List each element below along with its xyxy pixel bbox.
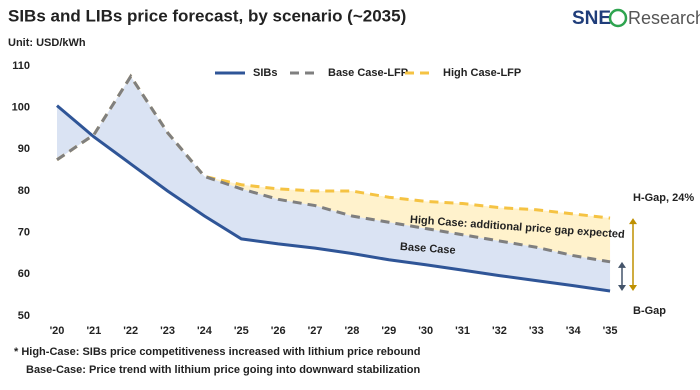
arrow-head [618,285,626,291]
logo-brand: SNE [572,8,611,29]
unit-label: Unit: USD/kWh [8,37,86,49]
y-tick-label: 90 [18,143,30,155]
legend-label: High Case-LFP [443,67,521,79]
y-tick-label: 100 [12,102,30,114]
gap-area [57,76,611,262]
x-tick-label: '33 [529,325,544,337]
annotation: Base Case [400,241,456,257]
chart-title: SIBs and LIBs price forecast, by scenari… [8,6,406,25]
x-tick-label: '21 [86,325,101,337]
logo-mark [608,8,628,28]
annotation: B-Gap [633,305,666,317]
x-tick-label: '28 [345,325,360,337]
legend-label: Base Case-LFP [328,67,408,79]
x-tick-label: '27 [308,325,323,337]
x-tick-label: '34 [566,325,582,337]
x-tick-label: '22 [123,325,138,337]
y-tick-label: 80 [18,185,30,197]
series-line [56,73,611,264]
x-tick-label: '26 [271,325,286,337]
gap-area [57,76,611,292]
y-tick-label: 50 [18,310,30,322]
series-line [56,104,611,293]
x-tick-label: '30 [418,325,433,337]
y-tick-label: 60 [18,268,30,280]
x-tick-label: '20 [50,325,65,337]
x-tick-label: '29 [381,325,396,337]
arrow-head [629,285,637,291]
x-tick-label: '35 [603,325,618,337]
y-tick-label: 70 [18,227,30,239]
legend-label: SIBs [253,67,277,79]
arrow-head [618,261,626,268]
footnote: * High-Case: SIBs price competitiveness … [14,346,421,358]
arrow-head [629,218,637,225]
series-line [56,73,611,220]
x-tick-label: '31 [455,325,470,337]
annotation: H-Gap, 24% [633,192,694,204]
logo-suffix: Research [628,8,700,28]
x-tick-label: '23 [160,325,175,337]
y-tick-label: 110 [12,60,30,72]
x-tick-label: '24 [197,325,213,337]
footnote: Base-Case: Price trend with lithium pric… [26,364,420,376]
x-tick-label: '25 [234,325,249,337]
x-tick-label: '32 [492,325,507,337]
